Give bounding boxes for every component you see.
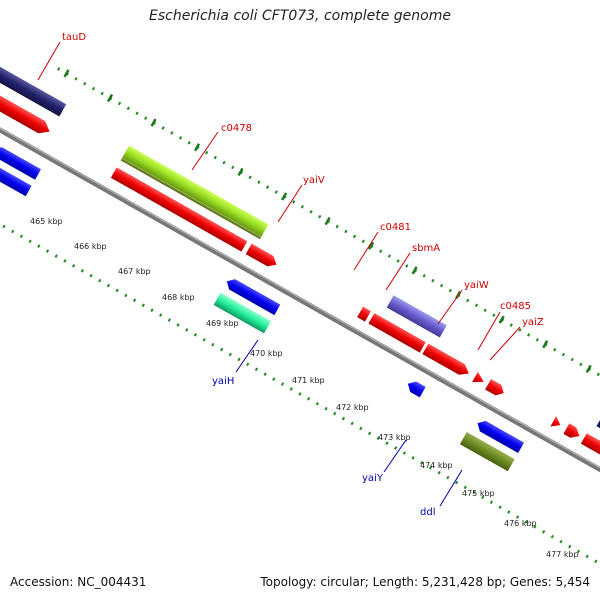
accession-text: Accession: NC_004431 bbox=[10, 575, 147, 589]
tick-label: 468 kbp bbox=[162, 293, 195, 302]
tick-label: 470 kbp bbox=[250, 349, 283, 358]
feature-yaiT-gene-a bbox=[0, 147, 41, 180]
feature-yaiT-gene-b bbox=[0, 161, 32, 197]
tick-label: 466 kbp bbox=[74, 242, 107, 251]
gene-label-c0481: c0481 bbox=[380, 222, 411, 233]
tick-label: 472 kbp bbox=[336, 403, 369, 412]
feature-sbmA-gene-a bbox=[368, 313, 426, 353]
outer-tick-mark bbox=[193, 143, 201, 152]
feature-yaiH-cds-band bbox=[213, 292, 271, 334]
tick-label: 475 kbp bbox=[462, 489, 495, 498]
gene-label-yaiZ: yaiZ bbox=[522, 317, 544, 328]
feature-c0481-gene bbox=[357, 306, 371, 322]
inner-ruler bbox=[0, 185, 600, 577]
gene-label-yaiY: yaiY bbox=[362, 473, 384, 484]
feature-yaiW-gene bbox=[472, 371, 484, 383]
feature-c0478-cds-shadow bbox=[120, 157, 262, 240]
outer-tick-mark bbox=[585, 364, 592, 373]
tick-label: 469 kbp bbox=[206, 319, 239, 328]
outer-tick-mark bbox=[324, 217, 331, 226]
genome-backbone bbox=[0, 108, 600, 507]
feature-yaiY-gene bbox=[477, 420, 525, 454]
gene-label-sbmA: sbmA bbox=[412, 243, 440, 254]
feature-small-reverse-gene bbox=[407, 381, 426, 398]
gene-label-yaiW: yaiW bbox=[464, 280, 489, 291]
feature-tauD-gene bbox=[0, 84, 50, 134]
tick-label: 477 kbp bbox=[546, 550, 579, 559]
map-title: Escherichia coli CFT073, complete genome bbox=[149, 8, 451, 24]
outer-tick-mark bbox=[498, 315, 505, 324]
outer-tick-mark bbox=[237, 167, 244, 176]
tick-label: 467 kbp bbox=[118, 267, 151, 276]
feature-yaiH-gene bbox=[226, 279, 281, 316]
gene-label-c0478: c0478 bbox=[221, 123, 252, 134]
outer-major-ticks bbox=[63, 69, 592, 373]
tick-label: 471 kbp bbox=[292, 376, 325, 385]
outer-tick-mark bbox=[542, 340, 549, 349]
feature-c0481-cds-band bbox=[386, 295, 447, 338]
feature-yaiV-gene bbox=[245, 243, 277, 267]
genome-stats-text: Topology: circular; Length: 5,231,428 bp… bbox=[260, 575, 590, 589]
gene-label-c0485: c0485 bbox=[500, 301, 531, 312]
tick-label: 474 kbp bbox=[420, 461, 453, 470]
feature-ddl-cds-band bbox=[459, 432, 515, 472]
gene-label-yaiV: yaiV bbox=[303, 175, 325, 186]
feature-tauD-cds-band bbox=[0, 62, 67, 117]
outer-tick-mark bbox=[63, 69, 70, 78]
gene-label-ddl: ddl bbox=[420, 507, 435, 518]
forward-leader-lines bbox=[37, 41, 521, 361]
tick-label: 473 kbp bbox=[378, 433, 411, 442]
gene-label-tauD: tauD bbox=[62, 32, 86, 43]
feature-sbmA-gene-b bbox=[422, 343, 469, 375]
tick-label: 465 kbp bbox=[30, 217, 63, 226]
outer-tick-mark bbox=[106, 93, 114, 103]
feature-yaiZ2-gene bbox=[563, 423, 580, 438]
feature-c0478-cds-top bbox=[122, 145, 269, 237]
feature-yaiZ-gene bbox=[550, 416, 561, 427]
outer-tick-mark bbox=[281, 192, 288, 201]
outer-tick-mark bbox=[411, 266, 418, 275]
gene-label-yaiH: yaiH bbox=[212, 376, 234, 387]
feature-c0478-gene bbox=[110, 167, 248, 252]
outer-ruler bbox=[57, 67, 600, 435]
backbone-highlight bbox=[0, 108, 600, 504]
feature-c0485-gene bbox=[485, 379, 504, 396]
outer-tick-mark bbox=[150, 118, 157, 127]
reverse-leader-lines bbox=[235, 339, 463, 507]
tick-label: 476 kbp bbox=[504, 519, 537, 528]
outer-tick-mark bbox=[368, 241, 375, 250]
